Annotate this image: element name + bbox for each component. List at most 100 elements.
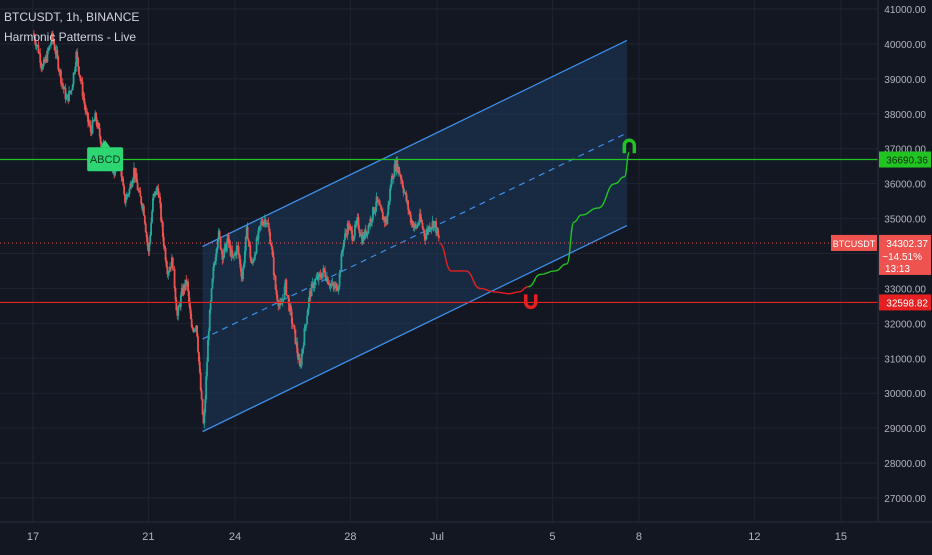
candle-body (399, 173, 401, 176)
candle-body (407, 200, 410, 210)
candle-body (92, 120, 95, 122)
candle-body (434, 221, 437, 222)
candle-body (49, 45, 52, 47)
time-tick-label: 21 (142, 531, 154, 543)
time-axis-background (0, 522, 932, 550)
candle-body (356, 217, 359, 220)
candle-body (207, 340, 209, 363)
candle-body (215, 253, 217, 262)
candle-body (225, 241, 228, 251)
candle-body (188, 302, 191, 310)
candle-body (154, 191, 157, 195)
candle-body (157, 188, 160, 196)
candle-body (229, 244, 232, 256)
candle-body (311, 282, 314, 284)
candle-body (195, 325, 198, 329)
candle-body (310, 283, 313, 297)
candle-body (308, 291, 311, 298)
candle-body (437, 234, 440, 239)
candle-body (210, 288, 213, 302)
candle-body (293, 325, 296, 330)
candle-body (396, 158, 399, 172)
candle-body (271, 245, 273, 250)
candle-body (36, 44, 39, 46)
candle-body (216, 239, 219, 248)
candle-body (325, 277, 327, 281)
candle-body (230, 250, 233, 256)
candle-body (88, 124, 91, 126)
candle-body (125, 194, 128, 200)
candle-body (128, 188, 131, 195)
candle-body (368, 225, 371, 227)
candle-body (66, 94, 69, 97)
time-tick-label: 8 (636, 531, 642, 543)
channel-median-line (202, 132, 628, 340)
candle-body (432, 221, 435, 229)
pattern-label: ABCD (87, 140, 124, 172)
candle-body (228, 243, 231, 245)
candle-body (85, 110, 88, 112)
candle-body (372, 207, 374, 220)
candle-body (296, 342, 299, 353)
candle-body (134, 173, 137, 178)
candle-body (244, 250, 246, 264)
candle-body (68, 90, 70, 102)
candle-body (75, 51, 78, 67)
candle-body (378, 201, 381, 206)
candle-body (233, 255, 235, 257)
candle-body (79, 77, 82, 82)
candle-body (372, 207, 375, 214)
candle-body (354, 224, 357, 226)
candle-body (97, 123, 100, 128)
candle-body (156, 187, 159, 189)
candle-body (220, 248, 223, 251)
candle-body (362, 235, 364, 244)
candle-body (127, 194, 130, 195)
candle-body (240, 268, 243, 277)
candle-body (177, 306, 180, 316)
candle-body (62, 86, 65, 90)
candle-body (318, 273, 321, 275)
candle-body (326, 277, 329, 284)
candle-body (179, 295, 182, 307)
candle-body (269, 232, 272, 244)
candle-body (227, 234, 230, 244)
candle-body (327, 283, 330, 285)
candle-body (39, 53, 42, 63)
candle-body (418, 213, 421, 223)
price-tick-label: 33000.00 (884, 284, 926, 295)
resistance-tag-box (879, 151, 931, 168)
resistance-price-tag: 36690.36 (879, 151, 931, 168)
candle-body (63, 87, 66, 90)
candle-body (431, 221, 434, 228)
candle-body (58, 69, 61, 72)
candle-body (222, 257, 225, 260)
candle-body (404, 192, 407, 194)
candle-body (225, 244, 227, 251)
candle-body (135, 173, 138, 183)
candle-body (83, 98, 86, 105)
candle-body (364, 229, 367, 237)
candle-body (265, 222, 268, 225)
candle-body (397, 167, 400, 172)
candle-body (406, 200, 409, 202)
chart-title: BTCUSDT, 1h, BINANCE (4, 10, 140, 24)
candle-body (302, 345, 305, 349)
price-axis-background (878, 0, 932, 550)
candle-body (60, 83, 63, 84)
candle-body (170, 266, 172, 268)
candle-body (198, 361, 201, 373)
candle-body (81, 81, 84, 97)
candle-body (342, 246, 345, 252)
indicator-title[interactable]: Harmonic Patterns - Live (4, 30, 137, 44)
candle-body (136, 182, 139, 191)
candle-body (232, 255, 235, 258)
candle-body (320, 277, 323, 279)
time-tick-label: 24 (229, 531, 241, 543)
candle-body (82, 96, 85, 99)
candle-countdown-text: 13:13 (885, 264, 910, 275)
candle-body (267, 222, 270, 228)
candle-body (390, 184, 392, 189)
